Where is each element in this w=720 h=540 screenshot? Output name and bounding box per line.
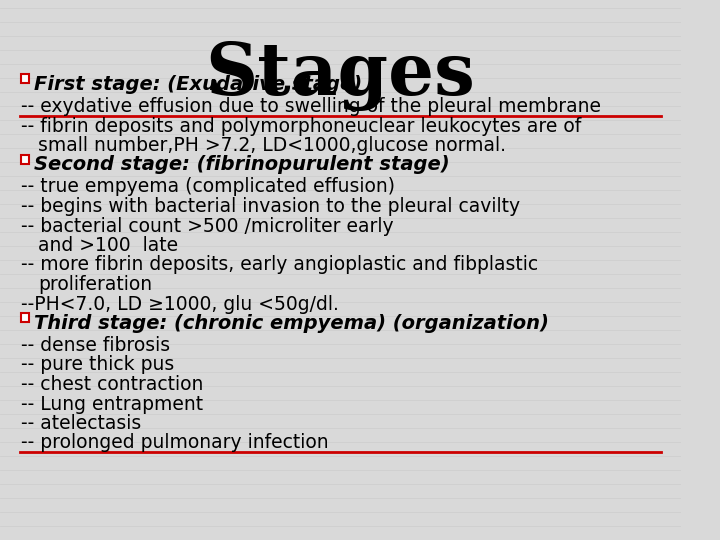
Text: Third stage: (chronic empyema) (organization): Third stage: (chronic empyema) (organiza…: [34, 314, 549, 333]
Text: -- begins with bacterial invasion to the pleural cavilty: -- begins with bacterial invasion to the…: [21, 197, 520, 216]
Text: and >100  late: and >100 late: [38, 236, 178, 255]
Text: small number,PH >7.2, LD<1000,glucose normal.: small number,PH >7.2, LD<1000,glucose no…: [38, 136, 506, 155]
Bar: [21, 313, 30, 322]
Text: Second stage: (fibrinopurulent stage): Second stage: (fibrinopurulent stage): [34, 156, 450, 174]
Bar: [21, 74, 30, 83]
Text: -- dense fibrosis: -- dense fibrosis: [21, 336, 170, 355]
Text: proliferation: proliferation: [38, 275, 152, 294]
Text: -- pure thick pus: -- pure thick pus: [21, 355, 174, 375]
Text: -- chest contraction: -- chest contraction: [21, 375, 203, 394]
Text: -- bacterial count >500 /microliter early: -- bacterial count >500 /microliter earl…: [21, 217, 393, 235]
Bar: [21, 154, 30, 164]
Text: -- prolonged pulmonary infection: -- prolonged pulmonary infection: [21, 434, 328, 453]
Text: -- true empyema (complicated effusion): -- true empyema (complicated effusion): [21, 178, 395, 197]
Text: -- more fibrin deposits, early angioplastic and fibplastic: -- more fibrin deposits, early angioplas…: [21, 255, 538, 274]
Text: Stages: Stages: [205, 40, 475, 111]
Text: First stage: (Exudative stage): First stage: (Exudative stage): [34, 75, 362, 94]
Text: -- exydative effusion due to swelling of the pleural membrane: -- exydative effusion due to swelling of…: [21, 97, 600, 116]
Text: -- atelectasis: -- atelectasis: [21, 414, 141, 433]
Text: --PH<7.0, LD ≥1000, glu <50g/dl.: --PH<7.0, LD ≥1000, glu <50g/dl.: [21, 294, 338, 314]
Text: -- fibrin deposits and polymorphoneuclear leukocytes are of: -- fibrin deposits and polymorphoneuclea…: [21, 117, 581, 136]
Text: -- Lung entrapment: -- Lung entrapment: [21, 395, 203, 414]
